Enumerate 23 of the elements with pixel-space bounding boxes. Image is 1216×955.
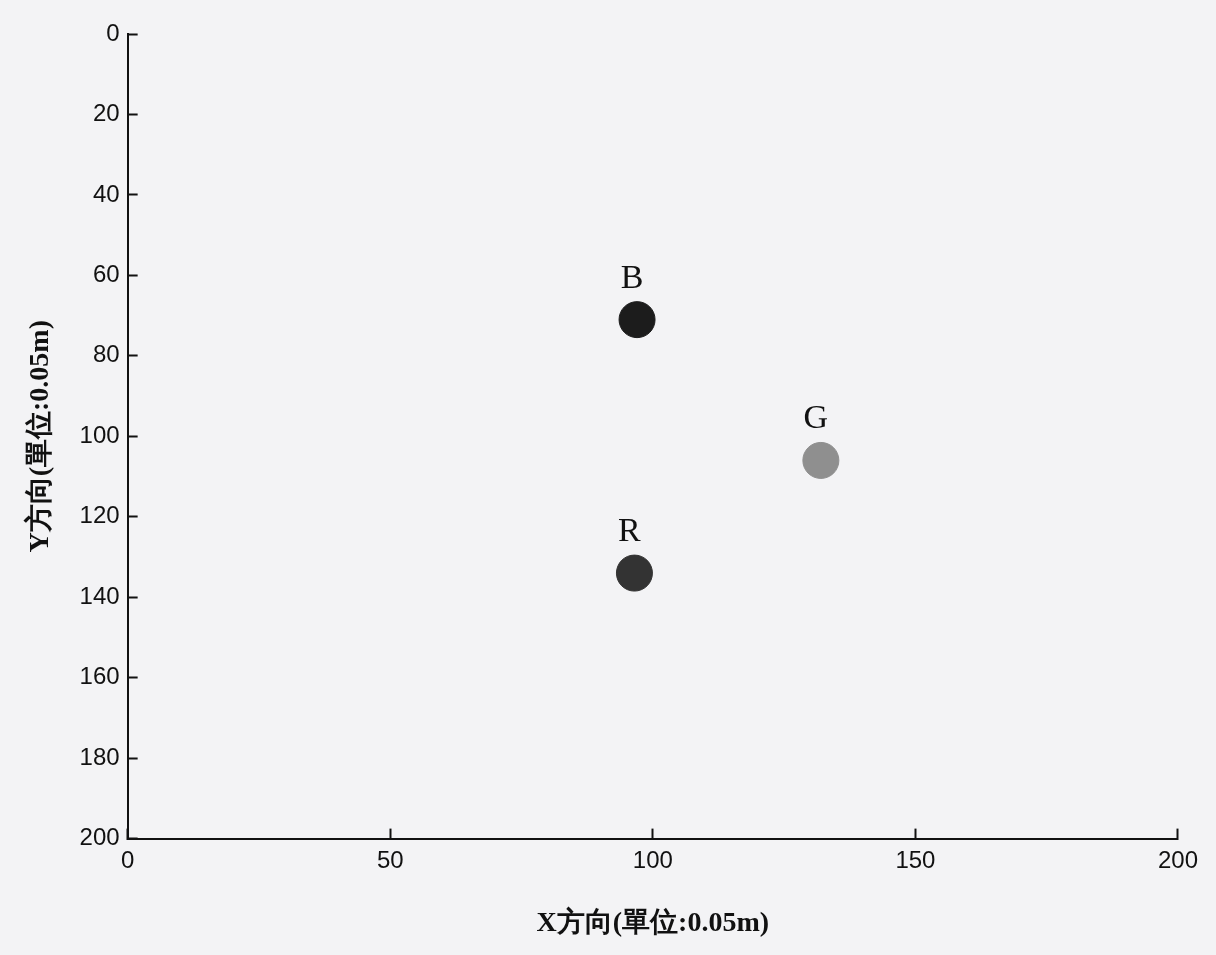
y-tick-label: 20 xyxy=(92,99,120,127)
x-tick-label: 100 xyxy=(632,845,673,873)
x-tick-label: 150 xyxy=(895,845,936,873)
y-tick-label: 160 xyxy=(79,662,120,690)
point xyxy=(615,554,653,592)
series-label: B xyxy=(620,257,644,295)
point xyxy=(802,441,840,479)
y-tick-label: 60 xyxy=(92,260,120,288)
series-label: G xyxy=(803,398,829,436)
y-tick-label: 120 xyxy=(79,501,120,529)
series-label: R xyxy=(618,511,642,548)
y-tick-label: 40 xyxy=(92,179,120,207)
y-tick-label: 140 xyxy=(79,581,120,609)
x-tick-label: 200 xyxy=(1157,845,1198,873)
y-tick-label: 180 xyxy=(79,742,120,770)
y-tick-label: 200 xyxy=(79,823,120,851)
y-tick-label: 0 xyxy=(106,18,120,46)
y-tick-label: 80 xyxy=(92,340,120,368)
y-axis-title: Y方向(單位:0.05m) xyxy=(23,320,55,553)
x-axis-title: X方向(單位:0.05m) xyxy=(536,906,770,938)
point xyxy=(618,301,656,339)
y-tick-label: 100 xyxy=(79,420,120,448)
x-tick-label: 50 xyxy=(376,845,404,873)
